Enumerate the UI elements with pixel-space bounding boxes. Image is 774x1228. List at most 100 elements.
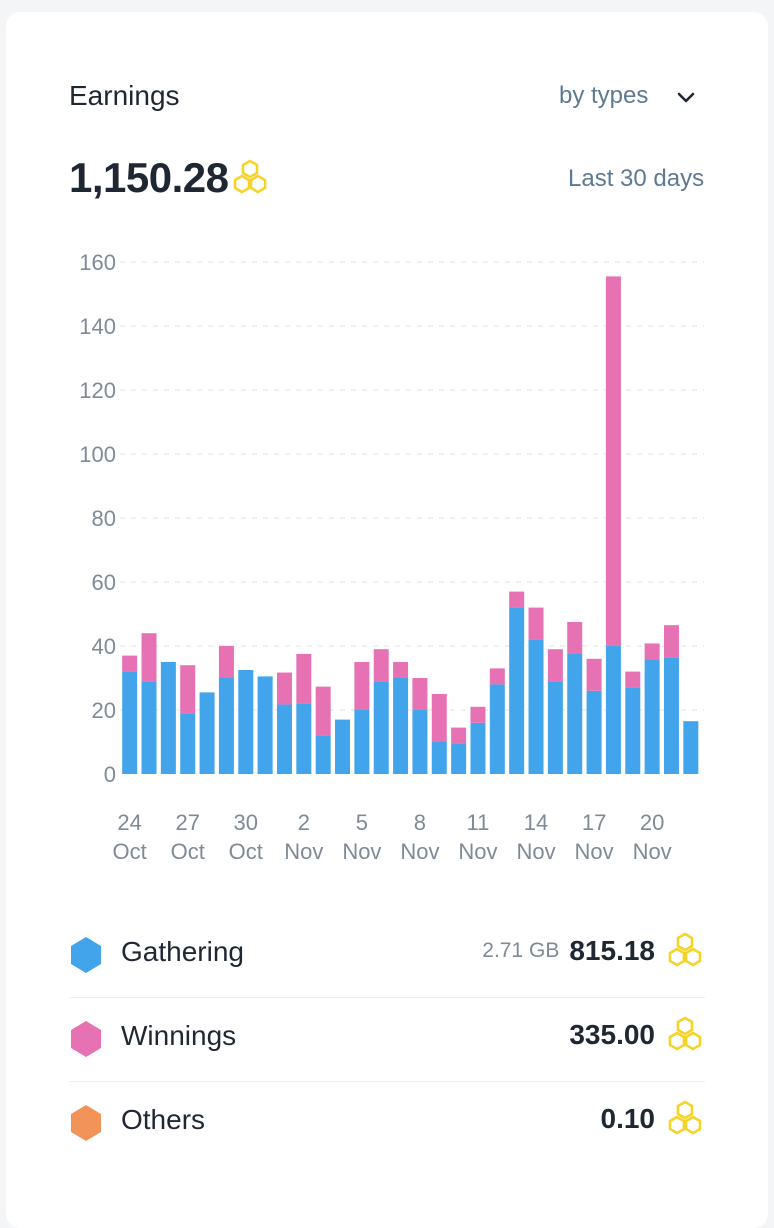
y-tick-label: 100 [79, 442, 116, 467]
bar-winnings [393, 662, 409, 678]
x-tick-month: Oct [113, 839, 147, 864]
bar-winnings [644, 643, 660, 660]
bar-winnings [470, 706, 486, 723]
y-tick-label: 20 [92, 698, 116, 723]
bar-gathering [470, 722, 486, 774]
bar-gathering [122, 671, 138, 774]
bar-winnings [567, 622, 583, 654]
x-tick-month: Oct [171, 839, 205, 864]
bar-winnings [373, 649, 389, 682]
x-tick-month: Nov [575, 839, 614, 864]
by-types-dropdown[interactable]: by types [559, 82, 649, 109]
legend-label: Others [121, 1104, 206, 1135]
x-tick-day: 5 [356, 810, 368, 835]
hexagon-icon [71, 1105, 101, 1141]
x-tick-month: Nov [342, 839, 381, 864]
data-size: 2.71 GB [482, 939, 560, 962]
bar-winnings [431, 694, 447, 742]
bar-winnings [489, 668, 505, 685]
x-tick-day: 30 [234, 810, 258, 835]
divider [69, 1081, 705, 1082]
x-tick-day: 2 [298, 810, 310, 835]
bar-winnings [412, 678, 428, 710]
gathering-hex [71, 937, 101, 973]
bar-winnings [141, 633, 157, 682]
bar-gathering [567, 654, 583, 774]
legend-label: Winnings [121, 1020, 237, 1051]
bar-gathering [218, 678, 234, 774]
honeycomb-coin-icon [233, 159, 267, 194]
bar-winnings [218, 646, 234, 678]
y-tick-label: 40 [92, 634, 116, 659]
bar-gathering [528, 639, 544, 774]
x-tick-day: 24 [117, 810, 141, 835]
x-tick-month: Nov [633, 839, 672, 864]
bar-gathering [238, 670, 254, 774]
bar-gathering [393, 678, 409, 774]
x-tick-month: Oct [229, 839, 263, 864]
honeycomb-coin-icon [668, 932, 702, 967]
bar-gathering [199, 692, 215, 774]
bar-winnings [663, 625, 679, 658]
earnings-card: Earnings by types 1,150.28 Last 30 days … [6, 12, 768, 1228]
bar-gathering [509, 607, 525, 774]
x-tick-month: Nov [400, 839, 439, 864]
x-tick-day: 20 [640, 810, 664, 835]
bar-gathering [683, 721, 699, 774]
bar-gathering [160, 662, 176, 774]
bar-gathering [354, 710, 370, 774]
earnings-bar-chart: 0 20 40 60 80 100 120 140 160 24 Oct 27 Oct 30 Oct 2 Nov… [79, 250, 704, 864]
bar-winnings [122, 655, 138, 672]
bar-gathering [644, 659, 660, 774]
bar-winnings [315, 686, 331, 736]
bar-winnings [296, 654, 312, 704]
period-label: Last 30 days [568, 165, 705, 192]
bar-winnings [276, 672, 292, 705]
y-tick-label: 80 [92, 506, 116, 531]
legend-amount: 335.00 [569, 1019, 655, 1050]
y-tick-label: 120 [79, 378, 116, 403]
x-tick-day: 27 [175, 810, 199, 835]
y-tick-label: 160 [79, 250, 116, 275]
bar-winnings [605, 276, 621, 646]
x-tick-day: 17 [582, 810, 606, 835]
legend-amount: 0.10 [600, 1103, 656, 1134]
divider [69, 997, 705, 998]
card-title: Earnings [69, 80, 180, 111]
bar-gathering [431, 742, 447, 774]
bar-gathering [605, 646, 621, 774]
x-tick-day: 14 [524, 810, 548, 835]
hexagon-icon [71, 937, 101, 973]
honeycomb-coin-icon [668, 1100, 702, 1135]
x-tick-day: 8 [414, 810, 426, 835]
bar-gathering [141, 681, 157, 774]
bar-gathering [586, 690, 602, 774]
bar-gathering [257, 676, 273, 774]
bar-gathering [547, 681, 563, 774]
chevron-down-icon[interactable] [674, 86, 698, 110]
x-tick-month: Nov [458, 839, 497, 864]
x-tick-day: 11 [467, 810, 490, 835]
bar-winnings [528, 607, 544, 640]
x-tick-month: Nov [284, 839, 323, 864]
bar-gathering [180, 713, 196, 774]
bar-gathering [663, 657, 679, 774]
bar-gathering [276, 704, 292, 774]
x-tick-month: Nov [516, 839, 555, 864]
bar-winnings [451, 727, 467, 744]
hexagon-icon [71, 1021, 101, 1057]
legend-row-others: Others 0.10 [69, 1080, 705, 1164]
bar-gathering [296, 703, 312, 774]
bar-winnings [509, 591, 525, 608]
y-tick-label: 60 [92, 570, 116, 595]
total-earnings: 1,150.28 [69, 154, 229, 201]
bar-winnings [586, 658, 602, 691]
bar-gathering [451, 743, 467, 774]
honeycomb-coin-icon [668, 1016, 702, 1051]
bar-gathering [335, 719, 351, 774]
bar-winnings [547, 649, 563, 682]
bar-winnings [180, 665, 196, 714]
bar-winnings [625, 671, 641, 688]
bar-gathering [412, 710, 428, 774]
bar-gathering [315, 735, 331, 774]
